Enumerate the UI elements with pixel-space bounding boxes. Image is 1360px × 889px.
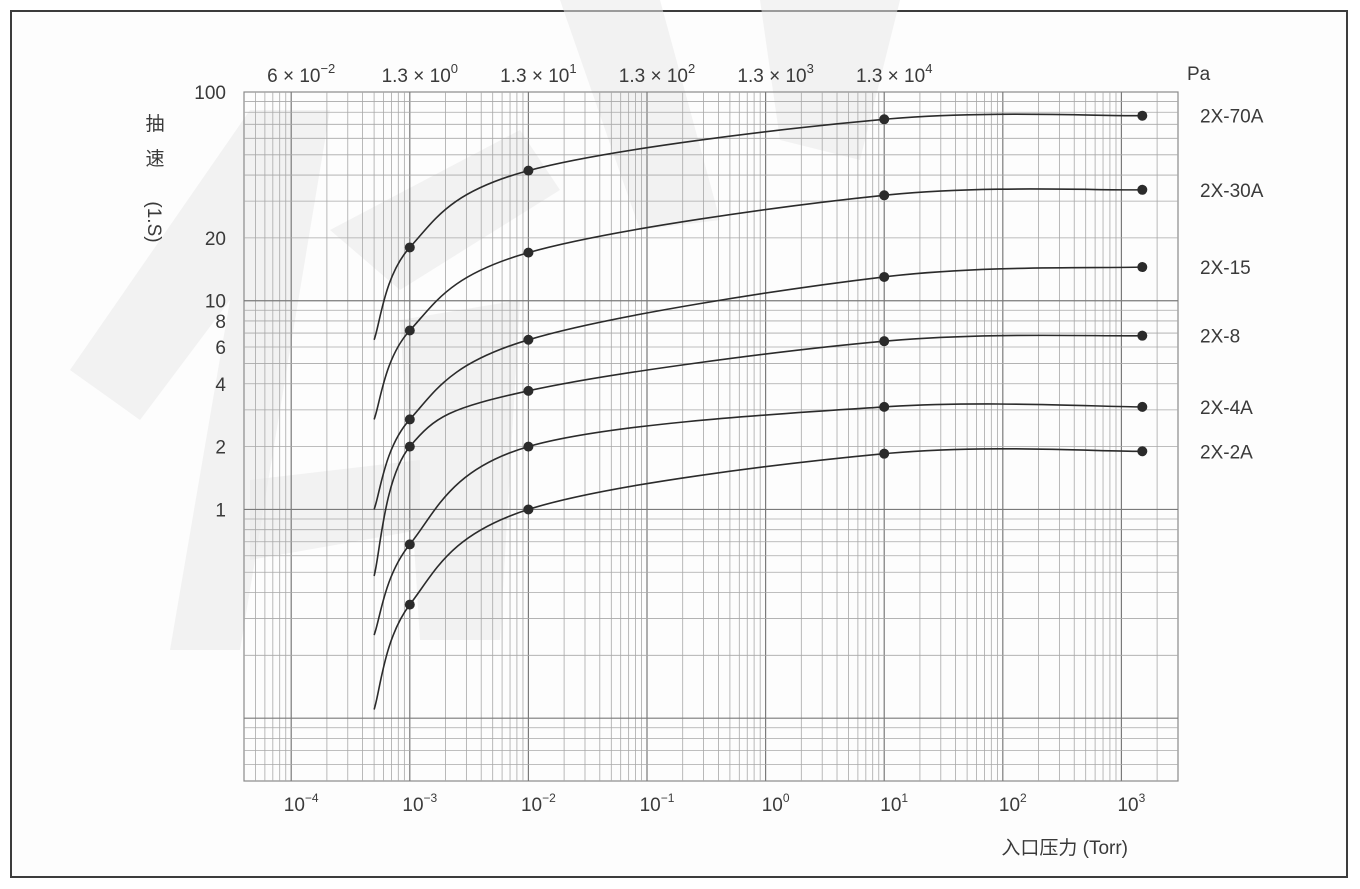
plot-border: [243, 91, 1179, 782]
data-point: [523, 441, 534, 452]
y-tick-label: 6: [215, 338, 226, 359]
watermark-stroke: [560, 0, 720, 230]
data-point: [404, 242, 415, 253]
y-axis-title: 抽速 (1.S): [143, 113, 165, 243]
x-tick-label: 10−3: [402, 791, 437, 816]
top-tick-label: 1.3 × 102: [619, 61, 695, 87]
y-tick-label: 2: [215, 438, 226, 459]
y-tick-label: 1: [215, 500, 226, 521]
data-point: [879, 114, 890, 125]
series-label: 2X-30A: [1200, 181, 1264, 202]
series-curve: [373, 447, 1143, 710]
series-curve: [373, 334, 1143, 577]
data-point: [879, 401, 890, 412]
x-tick-label: 101: [880, 791, 908, 816]
plot-grid: [243, 91, 1179, 782]
y-title-char: 抽: [145, 113, 164, 135]
watermark-stroke: [760, 0, 900, 160]
series-label: 2X-8: [1200, 327, 1240, 348]
x-axis-title: 入口压力 (Torr): [1001, 837, 1128, 859]
data-point: [1137, 401, 1148, 412]
top-unit-label: Pa: [1187, 64, 1211, 85]
top-tick-label: 1.3 × 101: [500, 61, 576, 87]
series-points: [404, 110, 1148, 610]
data-point: [523, 385, 534, 396]
x-tick-labels: 10−4 10−3 10−2 10−1 100 101 102 103: [284, 791, 1146, 816]
y-title-char: 速: [145, 148, 164, 170]
data-point: [879, 336, 890, 347]
data-point: [404, 599, 415, 610]
series-label: 2X-4A: [1200, 398, 1253, 419]
data-point: [523, 504, 534, 515]
y-tick-label: 8: [215, 312, 226, 333]
top-tick-label: 1.3 × 103: [737, 61, 813, 87]
series-curve: [373, 188, 1143, 420]
data-point: [404, 325, 415, 336]
data-point: [404, 539, 415, 550]
x-tick-label: 10−1: [640, 791, 675, 816]
y-tick-label: 20: [205, 229, 226, 250]
y-tick-label: 100: [194, 83, 226, 104]
data-point: [1137, 446, 1148, 457]
data-point: [523, 334, 534, 345]
series-label: 2X-70A: [1200, 107, 1264, 128]
top-tick-label: 6 × 10−2: [267, 61, 335, 87]
y-tick-label: 10: [205, 292, 226, 313]
data-point: [523, 247, 534, 258]
y-tick-label: 4: [215, 375, 226, 396]
data-point: [1137, 330, 1148, 341]
series-curve: [373, 113, 1143, 341]
top-tick-label: 1.3 × 100: [382, 61, 458, 87]
series-labels: 2X-70A 2X-30A 2X-15 2X-8 2X-4A 2X-2A: [1200, 107, 1264, 464]
watermark-stroke: [400, 300, 520, 640]
series-label: 2X-15: [1200, 258, 1251, 279]
top-tick-label: 1.3 × 104: [856, 61, 932, 87]
data-point: [879, 448, 890, 459]
data-point: [404, 414, 415, 425]
x-tick-label: 100: [762, 791, 790, 816]
x-tick-label: 10−4: [284, 791, 319, 816]
series-curves: [373, 113, 1143, 710]
series-curve: [373, 266, 1143, 510]
data-point: [1137, 184, 1148, 195]
data-point: [879, 190, 890, 201]
x-tick-label: 103: [1117, 791, 1145, 816]
y-title-unit: (1.S): [143, 201, 164, 242]
y-tick-labels: 100 20 108 6 4 2 1: [194, 83, 226, 521]
top-tick-labels: 6 × 10−2 1.3 × 100 1.3 × 101 1.3 × 102 1.3 ×…: [267, 61, 932, 87]
data-point: [1137, 262, 1148, 273]
data-point: [523, 165, 534, 176]
series-curve: [373, 403, 1143, 636]
x-tick-label: 10−2: [521, 791, 556, 816]
data-point: [879, 271, 890, 282]
series-label: 2X-2A: [1200, 442, 1253, 463]
x-tick-label: 102: [999, 791, 1027, 816]
data-point: [404, 441, 415, 452]
data-point: [1137, 110, 1148, 121]
